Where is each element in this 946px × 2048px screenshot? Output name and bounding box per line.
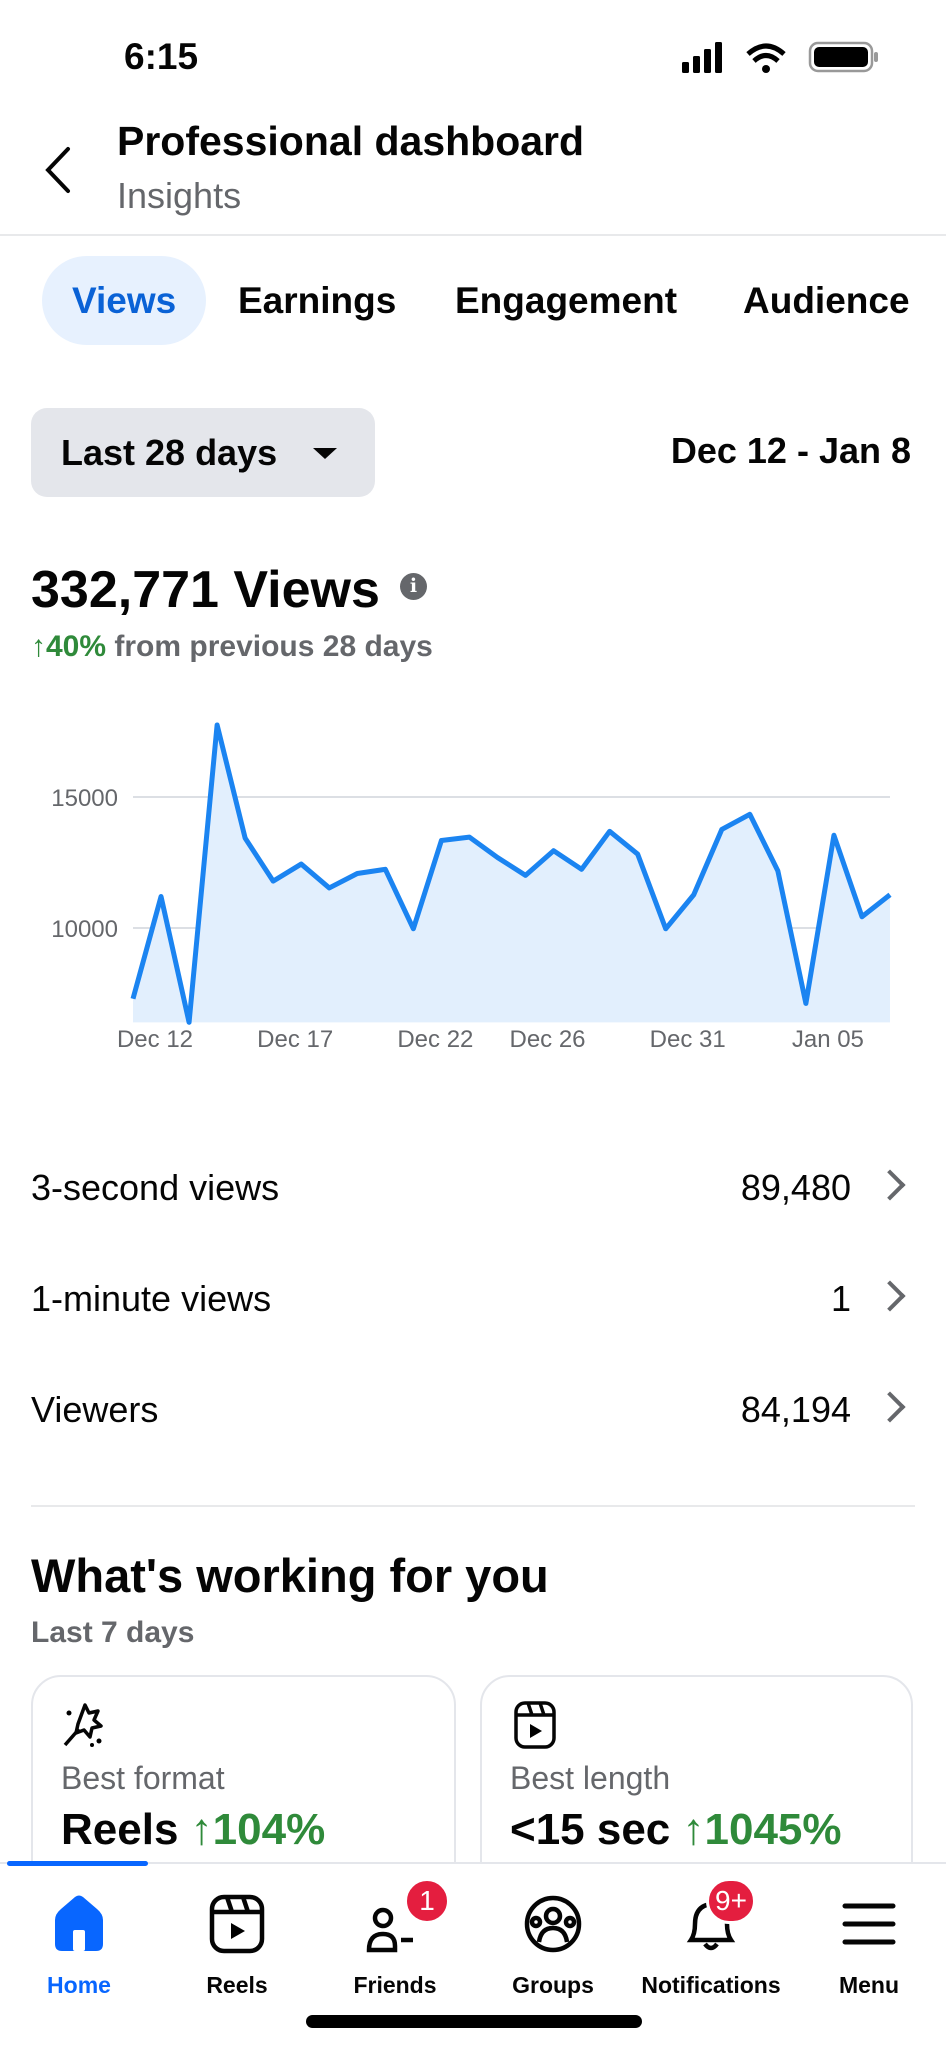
chevron-right-icon	[874, 1169, 906, 1201]
header-divider	[0, 234, 946, 236]
nav-home[interactable]: Home	[0, 1894, 158, 1999]
x-tick-label: Dec 26	[509, 1026, 585, 1053]
status-time: 6:15	[124, 36, 199, 77]
reels-icon	[514, 1701, 556, 1749]
series-line	[130, 722, 892, 1025]
section-divider	[31, 1505, 915, 1507]
info-icon[interactable]: i	[400, 573, 427, 600]
back-arrow-icon[interactable]	[40, 145, 74, 195]
metric-row-1-minute-views[interactable]: 1-minute views 1	[31, 1259, 911, 1339]
date-range-text: Dec 12 - Jan 8	[670, 430, 911, 471]
x-tick-label: Dec 22	[397, 1026, 473, 1053]
nav-label: Notifications	[641, 1972, 781, 1998]
date-range-dropdown[interactable]: Last 28 days	[31, 408, 375, 497]
friends-icon	[366, 1907, 413, 1953]
nav-reels[interactable]: Reels	[158, 1894, 316, 1999]
nav-notifications[interactable]: 9+ Notifications	[632, 1878, 790, 1999]
nav-label: Menu	[838, 1972, 900, 1998]
metric-row-3-second-views[interactable]: 3-second views 89,480	[31, 1148, 911, 1228]
page-title: Professional dashboard	[117, 118, 585, 164]
total-views: 332,771 Views	[31, 561, 380, 619]
change-percent: ↑40%	[31, 630, 107, 663]
nav-label: Home	[47, 1972, 111, 1998]
magic-wand-icon	[63, 1703, 103, 1747]
metric-label: 1-minute views	[31, 1278, 272, 1319]
friends-badge: 1	[404, 1878, 450, 1924]
tab-earnings[interactable]: Earnings	[238, 280, 397, 321]
y-tick-label: 10000	[51, 916, 118, 943]
active-tab-indicator	[7, 1861, 148, 1866]
reels-icon	[209, 1894, 265, 1954]
card-value-text: <15 sec	[510, 1805, 671, 1854]
home-icon	[55, 1895, 103, 1951]
metric-value: 89,480	[740, 1167, 851, 1208]
dropdown-label: Last 28 days	[61, 432, 278, 473]
bottom-nav: Home Reels 1 Friends Groups 9+ Notificat…	[0, 1862, 946, 2048]
tab-views[interactable]: Views	[42, 256, 207, 345]
area-fill	[133, 724, 890, 1023]
home-indicator[interactable]	[306, 2015, 642, 2028]
wifi-icon	[746, 43, 786, 63]
nav-groups[interactable]: Groups	[474, 1894, 632, 1999]
metric-label: Viewers	[31, 1389, 159, 1430]
status-icons	[682, 41, 878, 73]
tab-engagement[interactable]: Engagement	[455, 280, 678, 321]
views-chart: 15000 10000 Dec 12 Dec 17 Dec 22 Dec 26 Dec 31…	[51, 722, 892, 1053]
card-label: Best length	[510, 1760, 671, 1796]
x-tick-label: Jan 05	[792, 1026, 864, 1053]
card-label: Best format	[61, 1760, 225, 1796]
nav-menu[interactable]: Menu	[790, 1894, 946, 1999]
section-title: What's working for you	[31, 1549, 549, 1602]
menu-icon	[842, 1903, 896, 1945]
card-value: Reels ↑104%	[61, 1805, 325, 1855]
x-tick-label: Dec 12	[117, 1026, 193, 1053]
signal-icon	[682, 42, 722, 73]
card-value-text: Reels	[61, 1805, 179, 1854]
y-tick-label: 15000	[51, 785, 118, 812]
caret-down-icon	[313, 448, 337, 459]
notifications-badge: 9+	[706, 1878, 756, 1924]
nav-friends[interactable]: 1 Friends	[316, 1878, 474, 1999]
metric-value: 84,194	[740, 1389, 851, 1430]
chevron-right-icon	[874, 1280, 906, 1312]
card-change: ↑104%	[190, 1805, 326, 1854]
nav-label: Reels	[206, 1972, 268, 1998]
metric-value: 1	[830, 1278, 851, 1319]
card-value: <15 sec ↑1045%	[510, 1805, 842, 1855]
chevron-right-icon	[874, 1391, 906, 1423]
groups-icon	[524, 1895, 582, 1953]
card-change: ↑1045%	[682, 1805, 842, 1854]
nav-label: Friends	[353, 1972, 437, 1998]
metric-label: 3-second views	[31, 1167, 280, 1208]
battery-icon	[808, 41, 878, 73]
nav-label: Groups	[512, 1972, 594, 1998]
section-period: Last 7 days	[31, 1616, 195, 1649]
x-tick-label: Dec 31	[650, 1026, 726, 1053]
x-tick-label: Dec 17	[257, 1026, 333, 1053]
page-subtitle: Insights	[117, 175, 242, 216]
views-change: ↑40% from previous 28 days	[31, 630, 433, 664]
metric-row-viewers[interactable]: Viewers 84,194	[31, 1370, 911, 1450]
change-text: from previous 28 days	[114, 630, 433, 663]
tab-audience[interactable]: Audience	[743, 280, 910, 321]
